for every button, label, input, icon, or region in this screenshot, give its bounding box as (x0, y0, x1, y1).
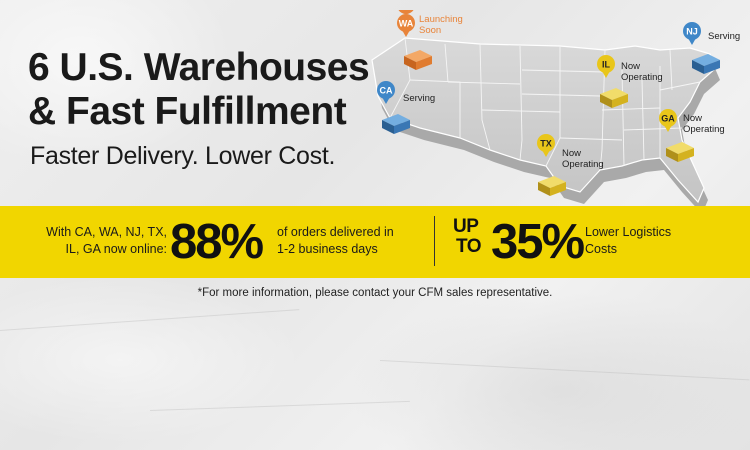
pin-il: IL Now Operating (597, 55, 663, 83)
headline: 6 U.S. Warehouses & Fast Fulfillment (28, 46, 370, 134)
pin-il-marker-icon (597, 55, 615, 73)
pin-tx-label-1: Now (562, 148, 581, 159)
subheadline: Faster Delivery. Lower Cost. (30, 142, 336, 170)
pin-tx: TX Now Operating (537, 134, 604, 170)
pin-ga-label-2: Operating (683, 124, 725, 135)
up-to-label: UP TO (453, 216, 482, 257)
warehouse-il (600, 88, 628, 108)
cost-percent: 35% (491, 215, 585, 269)
cost-description: Lower Logistics Costs (585, 224, 705, 258)
warehouse-nj (692, 54, 720, 74)
pin-wa-label-2: Soon (419, 25, 441, 36)
headline-line-2: & Fast Fulfillment (28, 90, 347, 133)
stats-divider (434, 216, 435, 266)
pin-tx-label-2: Operating (562, 159, 604, 170)
pin-nj-label: Serving (708, 31, 740, 42)
stats-intro-line-1: With CA, WA, NJ, TX, (46, 225, 167, 239)
pin-wa: WA Launching Soon (397, 10, 463, 37)
headline-line-1: 6 U.S. Warehouses (28, 46, 370, 89)
to-label: TO (456, 236, 482, 257)
state-borders (389, 37, 701, 171)
pin-tx-marker-icon (537, 134, 555, 152)
pin-ga-code: GA (661, 114, 675, 124)
pin-il-label-1: Now (621, 61, 640, 72)
pin-ga-marker-icon (659, 109, 677, 127)
stats-intro-text: With CA, WA, NJ, TX, IL, GA now online: (42, 224, 167, 258)
warehouse-wa (404, 50, 432, 70)
pin-il-label-2: Operating (621, 72, 663, 83)
pin-ga: GA Now Operating (659, 109, 725, 135)
pin-nj: NJ Serving (683, 22, 740, 45)
footnote: *For more information, please contact yo… (197, 287, 553, 299)
cost-description-line-1: Lower Logistics (585, 225, 672, 239)
orders-description: of orders delivered in 1-2 business days (277, 224, 427, 258)
pin-tx-code: TX (540, 139, 552, 149)
pin-ca-marker-icon (377, 81, 395, 99)
cost-description-line-2: Costs (585, 242, 617, 256)
pin-ca-label: Serving (403, 93, 435, 104)
pin-wa-label-1: Launching (419, 14, 463, 25)
pin-nj-marker-icon (683, 22, 701, 40)
us-warehouse-map: WA Launching Soon CA Serving NJ Serving … (371, 10, 740, 210)
pin-wa-code: WA (399, 19, 414, 29)
stats-intro-line-2: IL, GA now online: (65, 242, 167, 256)
orders-percent: 88% (170, 215, 264, 269)
pin-ca-code: CA (380, 86, 393, 96)
warehouse-tx (538, 176, 566, 196)
pin-ga-label-1: Now (683, 113, 702, 124)
stats-banner (0, 206, 750, 278)
pin-wa-marker-icon (397, 14, 415, 32)
pin-il-code: IL (602, 60, 611, 70)
warehouse-ca (382, 114, 410, 134)
orders-description-line-2: 1-2 business days (277, 242, 378, 256)
pin-nj-code: NJ (686, 27, 698, 37)
up-label: UP (453, 216, 479, 237)
pin-ca: CA Serving (377, 81, 435, 104)
warehouse-ga (666, 142, 694, 162)
orders-description-line-1: of orders delivered in (277, 225, 394, 239)
